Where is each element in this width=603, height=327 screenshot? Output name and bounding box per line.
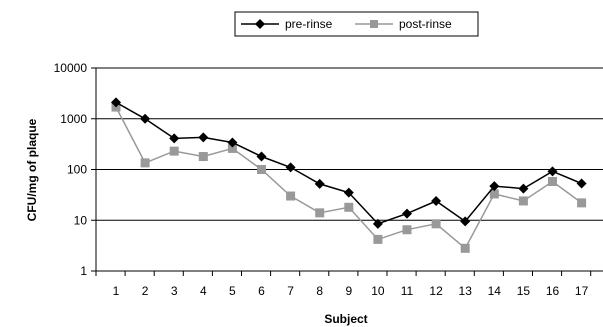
data-point-post-rinse <box>460 243 470 253</box>
data-point-post-rinse <box>344 202 354 212</box>
data-point-pre-rinse <box>431 195 442 206</box>
data-point-pre-rinse <box>227 137 238 148</box>
data-point-post-rinse <box>373 234 383 244</box>
x-tick-label: 6 <box>258 284 265 298</box>
x-tick-label: 13 <box>459 284 473 298</box>
data-point-post-rinse <box>489 189 499 199</box>
data-point-post-rinse <box>548 177 557 187</box>
gridlines <box>96 67 603 221</box>
data-point-post-rinse <box>169 146 179 156</box>
y-tick-label: 100 <box>67 163 87 177</box>
data-point-post-rinse <box>286 191 296 201</box>
data-point-pre-rinse <box>198 132 209 143</box>
data-point-pre-rinse <box>518 183 529 194</box>
data-point-pre-rinse <box>314 178 325 189</box>
x-tick-label: 3 <box>171 284 178 298</box>
series-post-rinse <box>111 102 587 253</box>
series-group <box>111 97 587 253</box>
data-point-pre-rinse <box>343 187 354 198</box>
data-point-pre-rinse <box>140 113 151 124</box>
data-point-pre-rinse <box>489 181 500 192</box>
x-tick-label: 9 <box>345 284 352 298</box>
x-axis-title: Subject <box>324 312 367 326</box>
legend-marker-pre-rinse <box>255 19 265 29</box>
x-tick-label: 5 <box>229 284 236 298</box>
x-tick-label: 4 <box>200 284 207 298</box>
data-point-post-rinse <box>198 152 208 162</box>
x-tick-labels: 1 2 3 4 5 6 7 8 9 10 11 12 13 14 15 16 17 <box>113 284 589 298</box>
x-tick-label: 11 <box>401 284 414 298</box>
data-point-post-rinse <box>315 208 325 218</box>
x-tick-label: 7 <box>287 284 294 298</box>
data-point-post-rinse <box>402 225 412 235</box>
data-point-post-rinse <box>227 143 237 153</box>
data-point-pre-rinse <box>285 162 296 173</box>
x-tick-label: 1 <box>113 284 120 298</box>
data-point-pre-rinse <box>372 218 383 229</box>
data-point-pre-rinse <box>402 208 412 219</box>
y-tick-label: 1000 <box>60 112 87 126</box>
x-tick-label: 12 <box>429 284 443 298</box>
x-tick-label: 14 <box>488 284 502 298</box>
y-tick-label: 1 <box>80 264 87 278</box>
y-tick-label: 10000 <box>54 61 88 75</box>
data-point-pre-rinse <box>547 166 558 177</box>
y-axis-title: CFU/mg of plaque <box>25 118 39 221</box>
series-line-post-rinse <box>115 106 583 250</box>
data-point-post-rinse <box>431 219 441 229</box>
data-point-pre-rinse <box>460 216 471 227</box>
data-point-post-rinse <box>257 165 266 174</box>
x-tick-label: 17 <box>575 284 589 298</box>
data-point-pre-rinse <box>111 97 121 108</box>
x-tick-label: 2 <box>142 284 149 298</box>
legend-label-post-rinse: post-rinse <box>399 17 452 31</box>
data-point-post-rinse <box>577 198 587 208</box>
y-tick-label: 10 <box>74 213 88 227</box>
data-point-post-rinse <box>518 196 528 206</box>
x-tick-label: 15 <box>517 284 531 298</box>
axes <box>91 67 603 276</box>
legend: pre-rinse post-rinse <box>234 11 479 37</box>
x-tick-label: 16 <box>546 284 560 298</box>
x-tick-label: 8 <box>316 284 323 298</box>
y-tick-labels: 1 10 100 1000 10000 <box>54 61 88 278</box>
data-point-pre-rinse <box>256 151 267 162</box>
data-point-pre-rinse <box>576 178 587 189</box>
legend-marker-post-rinse <box>370 20 378 28</box>
data-point-pre-rinse <box>169 133 180 144</box>
legend-label-pre-rinse: pre-rinse <box>285 17 333 31</box>
x-tick-label: 10 <box>371 284 385 298</box>
series-pre-rinse <box>111 97 587 229</box>
data-point-post-rinse <box>140 158 150 168</box>
